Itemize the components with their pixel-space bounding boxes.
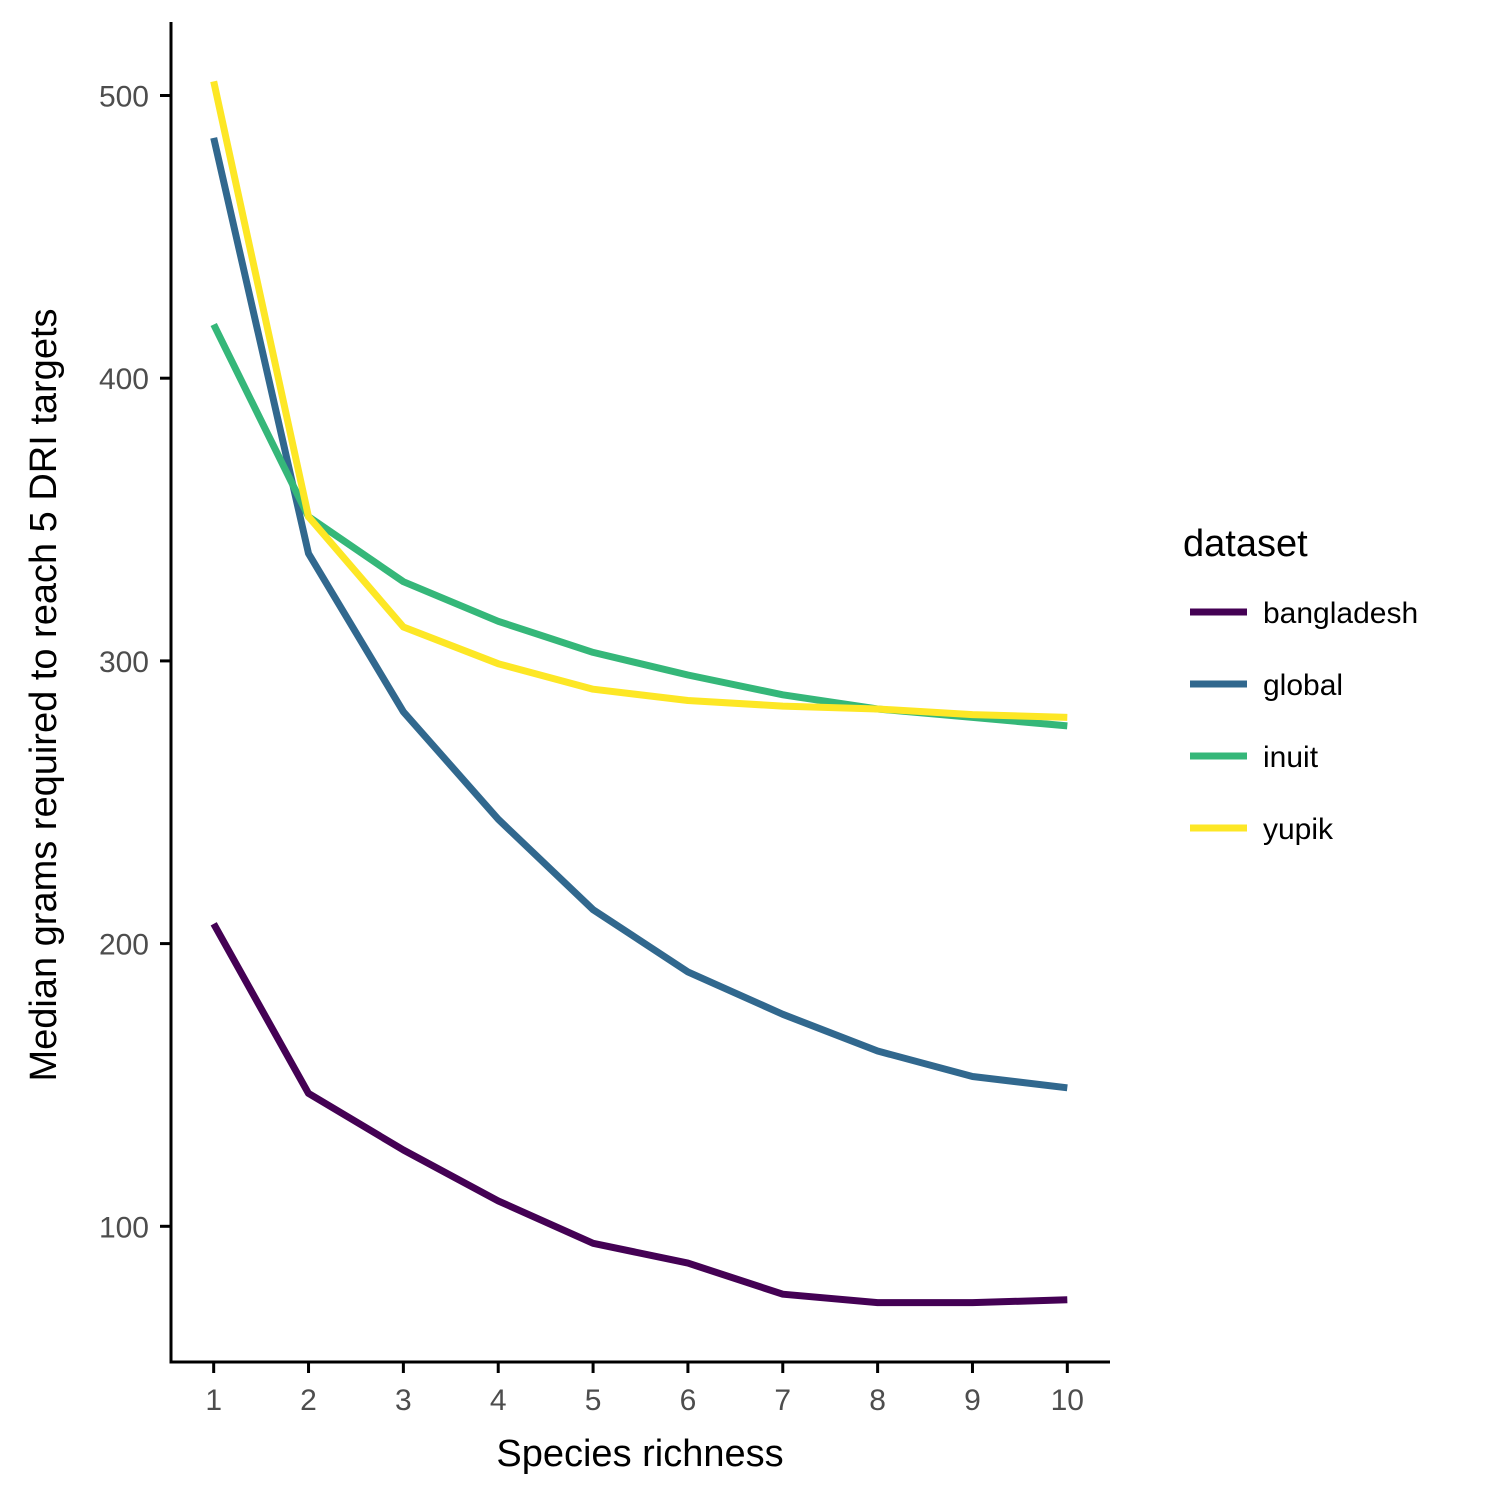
y-tick-label: 500 [99,81,149,114]
x-tick-label: 9 [964,1384,981,1417]
x-tick-label: 6 [680,1384,697,1417]
legend: dataset bangladesh global inuit yupik [1183,523,1418,846]
x-tick-label: 4 [490,1384,507,1417]
series-line-bangladesh [210,922,1068,1307]
x-axis-title: Species richness [496,1433,783,1475]
y-tick-label: 100 [99,1211,149,1244]
plot-area [210,80,1068,1307]
series-line-yupik [210,80,1068,721]
series-line-inuit [210,322,1068,730]
legend-label-inuit: inuit [1263,741,1319,774]
legend-label-global: global [1263,669,1343,702]
axes: 1 2 3 4 5 6 7 8 9 10 100 200 300 400 500 [99,22,1110,1417]
legend-label-yupik: yupik [1263,813,1334,846]
x-tick-label: 10 [1051,1384,1084,1417]
legend-title: dataset [1183,523,1308,565]
y-tick-label: 300 [99,646,149,679]
y-tick-label: 400 [99,363,149,396]
y-tick-label: 200 [99,929,149,962]
x-tick-label: 1 [205,1384,222,1417]
y-axis-title: Median grams required to reach 5 DRI tar… [23,308,65,1081]
x-tick-label: 2 [300,1384,317,1417]
x-tick-label: 5 [585,1384,602,1417]
legend-label-bangladesh: bangladesh [1263,597,1418,630]
x-tick-label: 8 [869,1384,886,1417]
x-tick-label: 3 [395,1384,412,1417]
x-tick-label: 7 [774,1384,791,1417]
series-line-global [210,137,1068,1092]
